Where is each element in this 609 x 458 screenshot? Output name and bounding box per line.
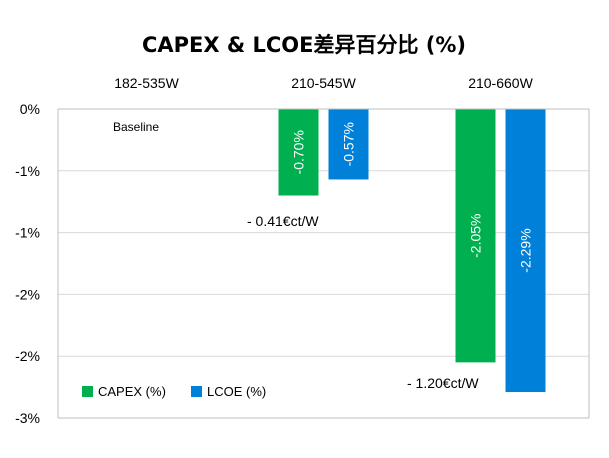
- data-label: -0.57%: [341, 122, 357, 166]
- axes: [57, 108, 590, 419]
- bar: [278, 109, 319, 196]
- annotation-baseline: Baseline: [113, 120, 159, 134]
- legend-label-capex: CAPEX (%): [98, 384, 166, 399]
- bars: [278, 109, 546, 393]
- y-tick-label: 0%: [20, 101, 40, 117]
- annotation-210-545w: - 0.41€ct/W: [247, 213, 319, 229]
- category-label: 210-660W: [468, 75, 533, 91]
- y-tick-label: -1%: [15, 163, 40, 179]
- data-label: -2.05%: [468, 214, 484, 258]
- y-tick-labels: 0% -1% -1% -2% -2% -3%: [15, 101, 40, 426]
- annotation-210-660w: - 1.20€ct/W: [407, 375, 479, 391]
- data-label: -0.70%: [291, 130, 307, 174]
- legend-swatch-capex: [82, 386, 93, 397]
- data-labels: -0.70% -0.57% -2.05% -2.29%: [291, 122, 534, 273]
- legend-label-lcoe: LCOE (%): [207, 384, 266, 399]
- bar: [328, 109, 369, 180]
- category-label: 210-545W: [291, 75, 356, 91]
- data-label: -2.29%: [518, 228, 534, 272]
- category-labels: 182-535W 210-545W 210-660W: [114, 75, 533, 91]
- y-tick-label: -3%: [15, 410, 40, 426]
- chart-title: CAPEX & LCOE差异百分比 (%): [142, 33, 466, 57]
- category-label: 182-535W: [114, 75, 179, 91]
- legend-swatch-lcoe: [191, 386, 202, 397]
- legend: CAPEX (%) LCOE (%): [82, 384, 266, 399]
- bar: [455, 109, 496, 363]
- y-tick-label: -2%: [15, 348, 40, 364]
- y-tick-label: -2%: [15, 286, 40, 302]
- bar: [505, 109, 546, 393]
- y-tick-label: -1%: [15, 225, 40, 241]
